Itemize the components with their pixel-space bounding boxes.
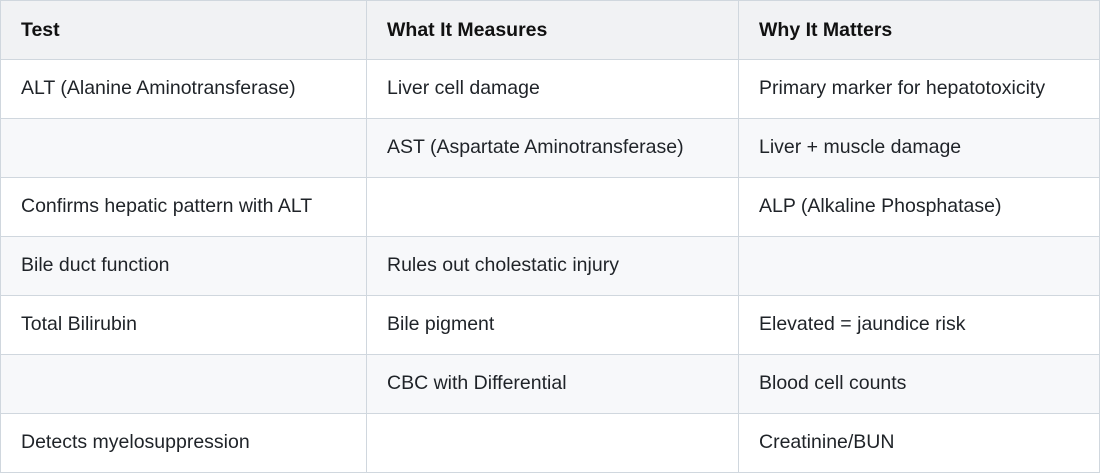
- cell-matters: [738, 236, 1100, 296]
- cell-measures: CBC with Differential: [366, 354, 739, 414]
- cell-test: Total Bilirubin: [0, 295, 367, 355]
- table-row: AST (Aspartate Aminotransferase) Liver +…: [0, 118, 1100, 178]
- cell-measures: AST (Aspartate Aminotransferase): [366, 118, 739, 178]
- table-header: Test What It Measures Why It Matters: [0, 0, 1100, 60]
- header-what-it-measures: What It Measures: [366, 0, 739, 60]
- table-body: ALT (Alanine Aminotransferase) Liver cel…: [0, 59, 1100, 473]
- cell-test: ALT (Alanine Aminotransferase): [0, 59, 367, 119]
- cell-test: Confirms hepatic pattern with ALT: [0, 177, 367, 237]
- table-row: Bile duct function Rules out cholestatic…: [0, 236, 1100, 296]
- cell-test: [0, 354, 367, 414]
- cell-matters: Liver + muscle damage: [738, 118, 1100, 178]
- header-row: Test What It Measures Why It Matters: [0, 0, 1100, 60]
- cell-test: Bile duct function: [0, 236, 367, 296]
- cell-measures: Rules out cholestatic injury: [366, 236, 739, 296]
- cell-measures: [366, 177, 739, 237]
- cell-matters: Blood cell counts: [738, 354, 1100, 414]
- cell-test: [0, 118, 367, 178]
- table-row: CBC with Differential Blood cell counts: [0, 354, 1100, 414]
- cell-matters: Elevated = jaundice risk: [738, 295, 1100, 355]
- header-test: Test: [0, 0, 367, 60]
- cell-matters: Primary marker for hepatotoxicity: [738, 59, 1100, 119]
- cell-measures: Bile pigment: [366, 295, 739, 355]
- cell-test: Detects myelosuppression: [0, 413, 367, 473]
- header-why-it-matters: Why It Matters: [738, 0, 1100, 60]
- cell-measures: [366, 413, 739, 473]
- table-row: ALT (Alanine Aminotransferase) Liver cel…: [0, 59, 1100, 119]
- cell-matters: ALP (Alkaline Phosphatase): [738, 177, 1100, 237]
- cell-matters: Creatinine/BUN: [738, 413, 1100, 473]
- table-row: Total Bilirubin Bile pigment Elevated = …: [0, 295, 1100, 355]
- table-row: Detects myelosuppression Creatinine/BUN: [0, 413, 1100, 473]
- cell-measures: Liver cell damage: [366, 59, 739, 119]
- table-row: Confirms hepatic pattern with ALT ALP (A…: [0, 177, 1100, 237]
